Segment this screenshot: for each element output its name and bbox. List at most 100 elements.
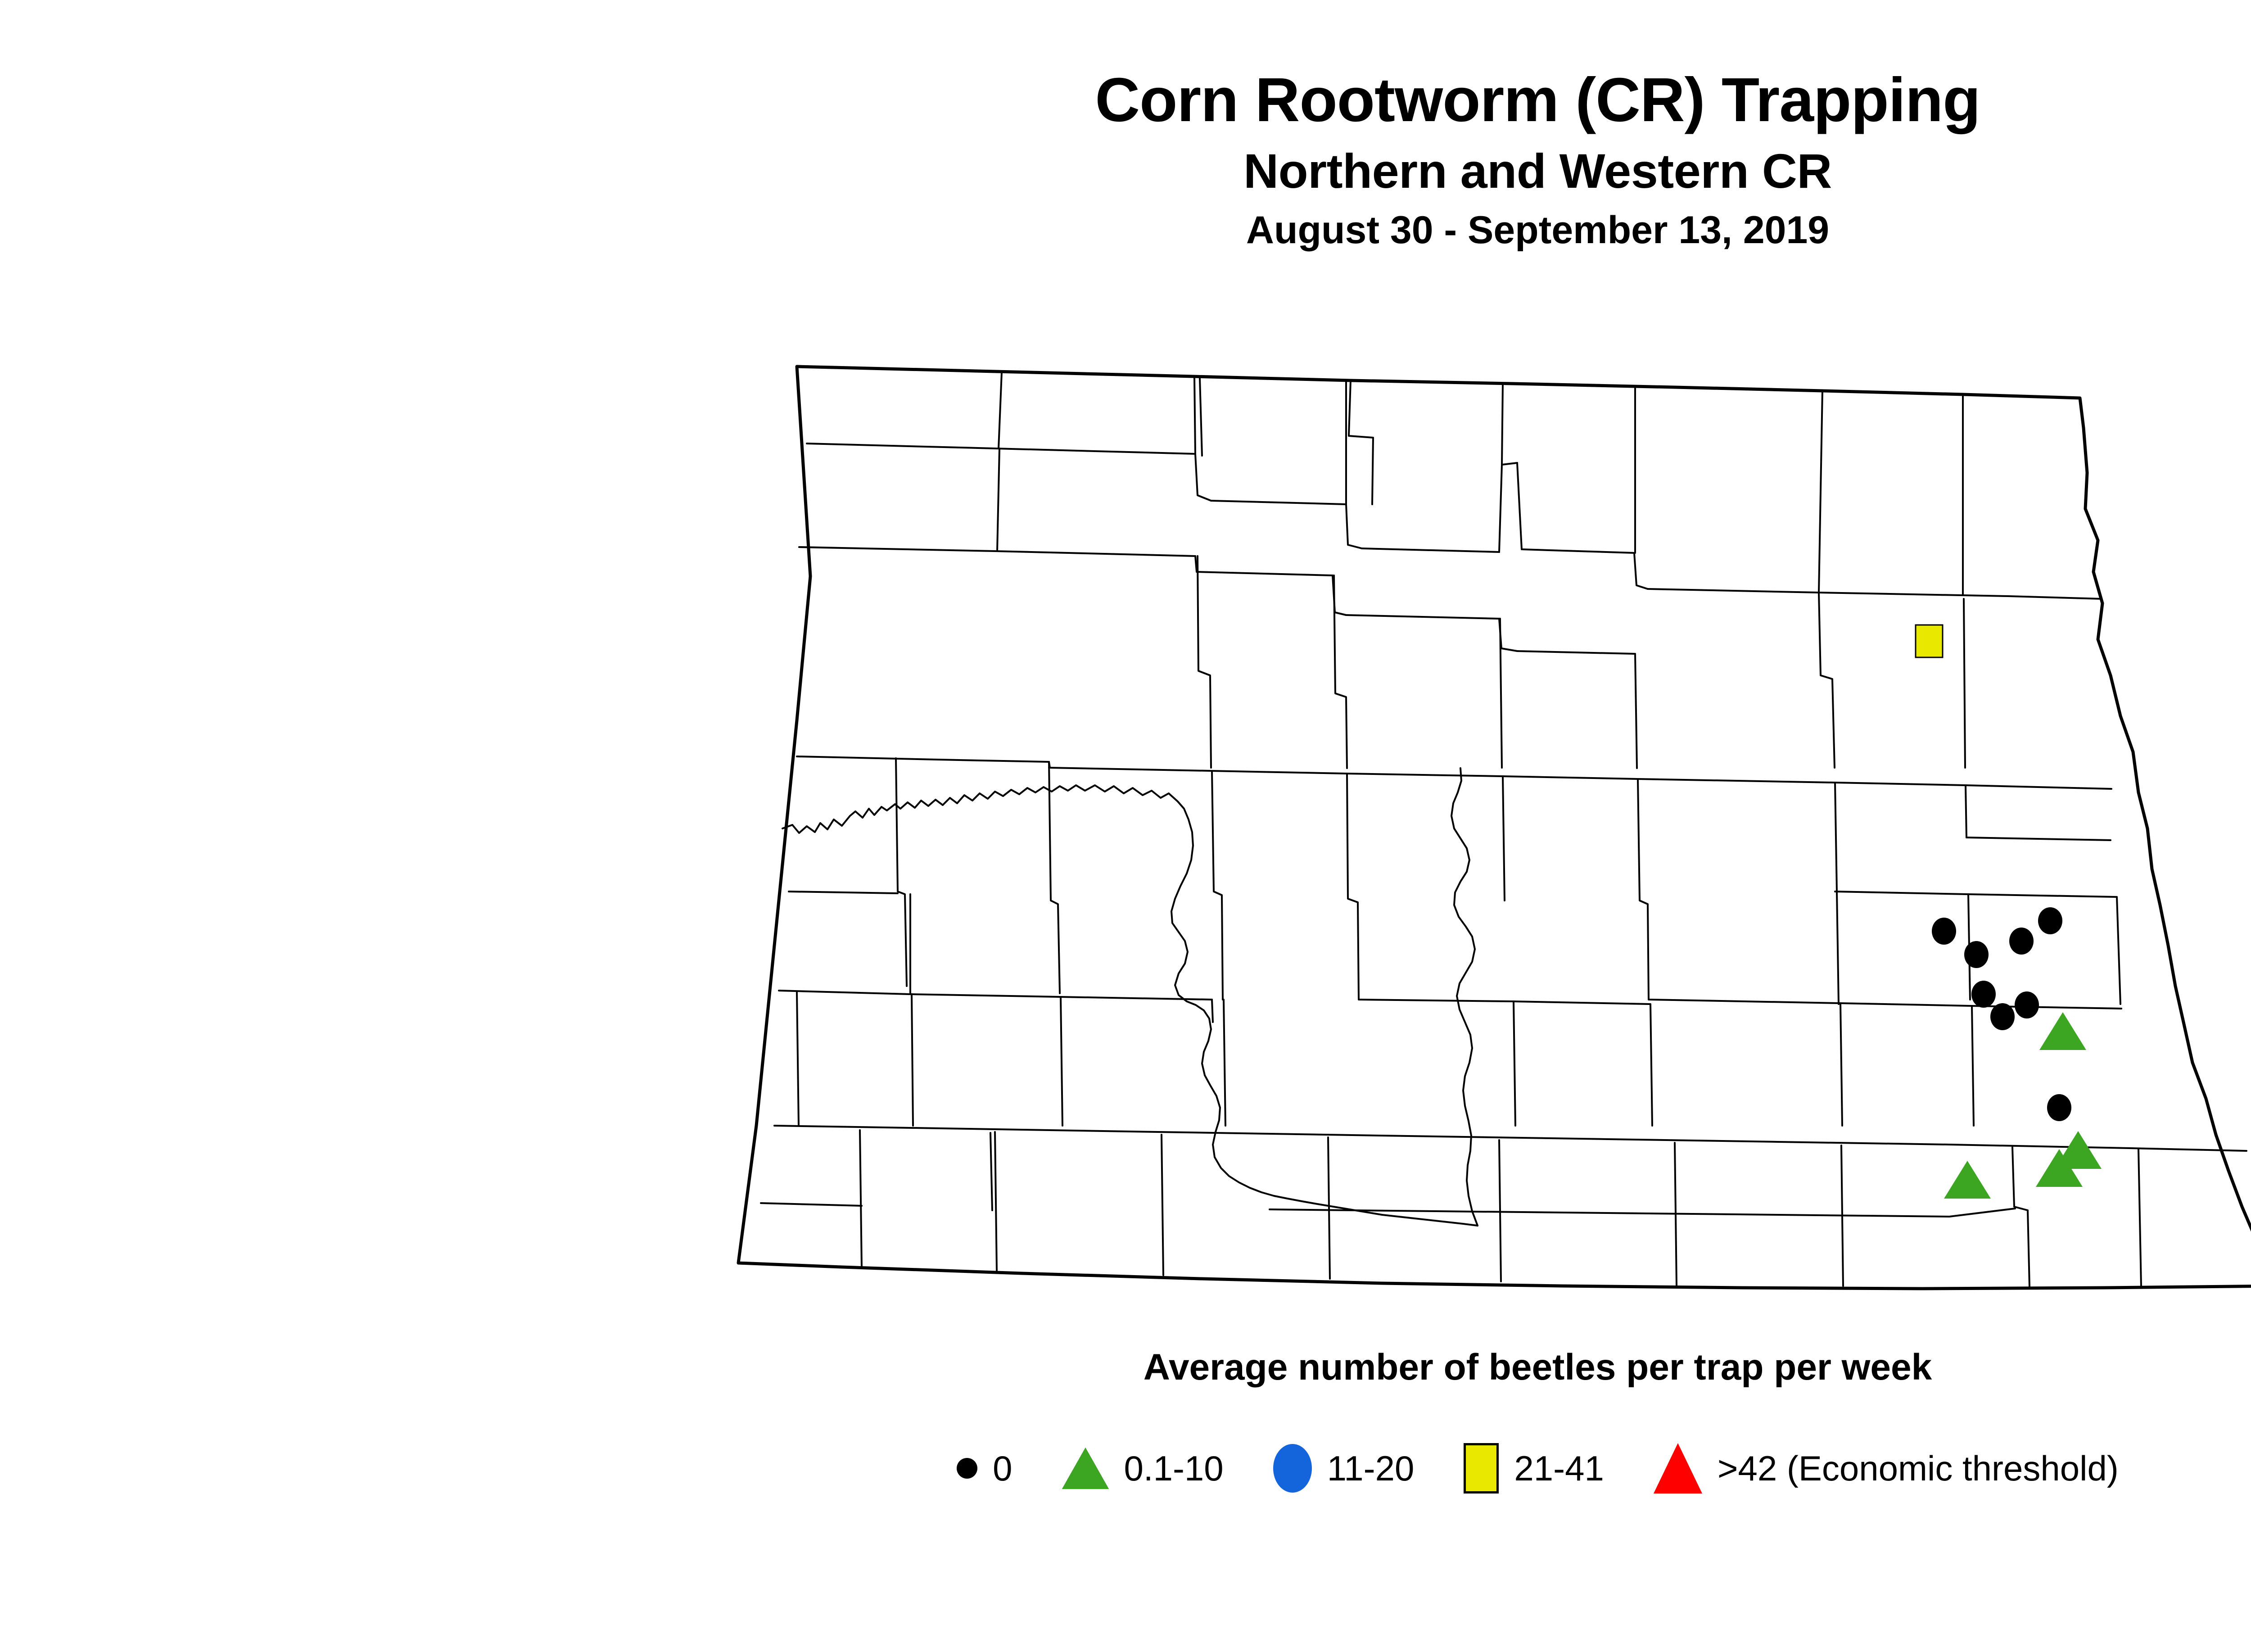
marker-dot-zero[interactable]	[2038, 907, 2062, 934]
marker-dot-zero[interactable]	[2015, 991, 2039, 1018]
county-line	[1199, 377, 1203, 457]
county-line	[859, 1129, 863, 1269]
legend-item-mid[interactable]: 11-20	[1273, 1444, 1415, 1493]
county-line	[1501, 383, 1504, 466]
county-line	[1361, 548, 1500, 553]
county-line	[798, 546, 1196, 557]
county-line	[1513, 1000, 1516, 1127]
marker-dot-zero[interactable]	[2047, 1094, 2071, 1121]
county-line	[1060, 996, 1063, 1127]
county-line	[2138, 1148, 2142, 1288]
county-line	[1210, 500, 1347, 505]
county-line	[2011, 1146, 2030, 1288]
page-title: Corn Rootworm (CR) Trapping	[1095, 65, 1980, 135]
county-line	[760, 1202, 863, 1207]
date-range: August 30 - September 13, 2019	[1246, 208, 1830, 252]
county-line	[1194, 453, 1212, 502]
county-line	[1502, 775, 1505, 901]
legend-label-low: 0.1-10	[1124, 1448, 1224, 1488]
marker-dot-zero[interactable]	[1971, 981, 1996, 1008]
county-line	[1634, 653, 1638, 769]
county-line	[1048, 767, 2112, 790]
lake-sakakawea	[782, 784, 1478, 1227]
county-line	[996, 448, 1000, 552]
county-line	[1211, 999, 1214, 1023]
county-line	[1498, 1139, 1502, 1282]
marker-dot-zero[interactable]	[1990, 1003, 2015, 1030]
legend-label-high: 21-41	[1514, 1448, 1604, 1488]
county-line	[1193, 376, 1196, 455]
county-line	[1194, 555, 1198, 573]
map-svg	[737, 365, 2251, 1290]
trap-markers	[1915, 624, 2102, 1199]
legend-caption: Average number of beetles per trap per w…	[1143, 1347, 1932, 1388]
county-line	[1818, 592, 1835, 769]
blue-circle-icon	[1273, 1444, 1312, 1493]
legend: 0 0.1-10 11-20 21-41 >42 (Economic thres…	[0, 1443, 2251, 1494]
county-line	[1818, 390, 1823, 593]
county-line	[1647, 588, 2102, 600]
legend-label-mid: 11-20	[1327, 1448, 1415, 1488]
north-dakota-map	[707, 360, 2251, 1306]
state-outline	[737, 365, 2251, 1290]
page-subtitle: Northern and Western CR	[1243, 143, 1832, 198]
county-line	[1966, 837, 2111, 841]
county-line	[1637, 778, 1650, 1000]
marker-triangle-low[interactable]	[2055, 1131, 2102, 1169]
county-line	[1963, 598, 1966, 769]
county-line	[1327, 1136, 1331, 1280]
county-line	[1223, 999, 1226, 1127]
legend-item-0[interactable]: 0	[957, 1448, 1012, 1489]
marker-triangle-low[interactable]	[2039, 1012, 2086, 1050]
county-line	[1333, 575, 1348, 769]
county-line	[1345, 614, 1500, 620]
county-line	[1649, 999, 2122, 1009]
legend-item-high[interactable]: 21-41	[1464, 1443, 1604, 1494]
green-triangle-icon	[1062, 1448, 1109, 1489]
marker-dot-zero[interactable]	[2009, 928, 2034, 955]
county-line	[1516, 462, 1635, 554]
legend-item-low[interactable]: 0.1-10	[1062, 1448, 1224, 1489]
missouri-river	[1451, 767, 1478, 1227]
title-block: Corn Rootworm (CR) Trapping Northern and…	[0, 68, 2251, 251]
county-line	[1161, 1134, 1164, 1276]
marker-triangle-low[interactable]	[1944, 1161, 1991, 1199]
marker-dot-zero[interactable]	[1964, 941, 1989, 968]
yellow-square-icon	[1464, 1443, 1499, 1494]
county-line	[1499, 618, 1503, 769]
legend-item-threshold[interactable]: >42 (Economic threshold)	[1653, 1443, 2119, 1494]
legend-label-threshold: >42 (Economic threshold)	[1717, 1448, 2119, 1488]
county-line	[1840, 1002, 1843, 1127]
county-line	[895, 757, 908, 987]
marker-triangle-low[interactable]	[2036, 1149, 2083, 1187]
county-line	[1048, 761, 1061, 994]
county-line	[1211, 770, 1224, 1000]
county-line	[1836, 891, 1840, 1005]
county-line	[806, 443, 1196, 455]
county-line	[1348, 380, 1374, 505]
county-line	[796, 756, 1050, 763]
county-line	[1516, 650, 1635, 655]
county-line	[998, 371, 1003, 449]
legend-label-0: 0	[993, 1448, 1012, 1488]
county-line	[788, 891, 899, 894]
county-line	[796, 991, 800, 1127]
county-line	[2116, 896, 2121, 1005]
marker-square-21-41[interactable]	[1915, 624, 1944, 658]
county-line	[1197, 555, 1212, 769]
county-boundaries	[737, 365, 2251, 1290]
county-line	[773, 1125, 2247, 1152]
county-line	[1633, 552, 1649, 590]
county-line	[1650, 1003, 1653, 1127]
county-line	[911, 993, 914, 1127]
marker-dot-zero[interactable]	[1932, 918, 1956, 945]
county-line	[1834, 782, 1838, 892]
county-line	[778, 990, 1213, 1000]
county-line	[990, 1132, 993, 1211]
red-triangle-icon	[1653, 1443, 1702, 1494]
county-line	[1345, 503, 1363, 549]
county-line	[1971, 1005, 1975, 1127]
black-dot-icon	[957, 1458, 978, 1479]
county-line	[1346, 773, 1360, 1000]
